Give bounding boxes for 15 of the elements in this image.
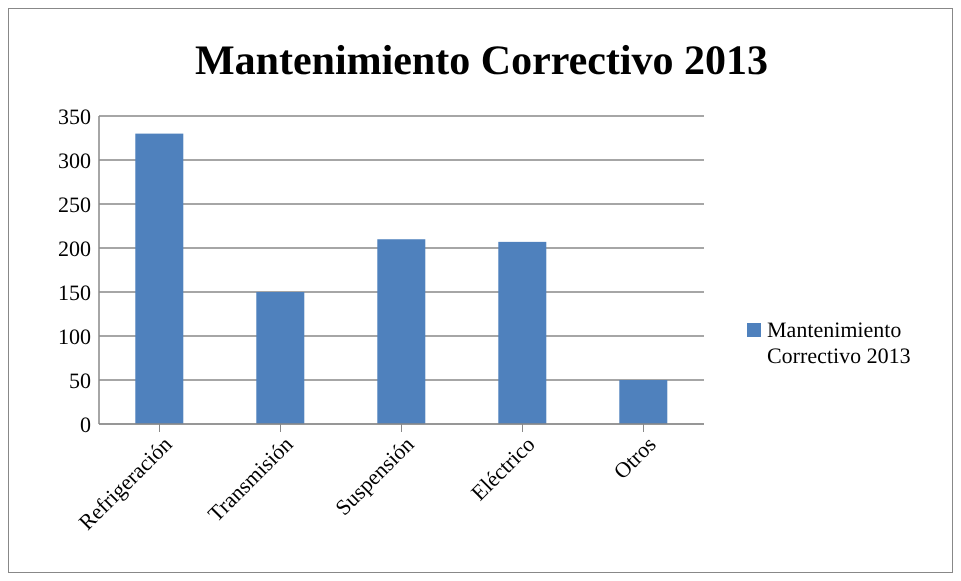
y-tick-label: 0 bbox=[80, 412, 91, 437]
bar bbox=[256, 292, 304, 424]
y-tick-label: 300 bbox=[58, 148, 91, 173]
y-tick-label: 350 bbox=[58, 104, 91, 129]
bar bbox=[377, 239, 426, 424]
y-tick-label: 100 bbox=[58, 324, 91, 349]
y-tick-label: 250 bbox=[58, 192, 91, 217]
legend-label: Mantenimiento Correctivo 2013 bbox=[767, 317, 912, 369]
chart-title: Mantenimiento Correctivo 2013 bbox=[194, 37, 770, 85]
bar bbox=[498, 242, 546, 424]
y-tick-label: 150 bbox=[58, 280, 91, 305]
bar bbox=[619, 380, 668, 424]
y-tick-label: 200 bbox=[58, 236, 91, 261]
y-tick-label: 50 bbox=[69, 368, 91, 393]
bar bbox=[135, 134, 184, 424]
